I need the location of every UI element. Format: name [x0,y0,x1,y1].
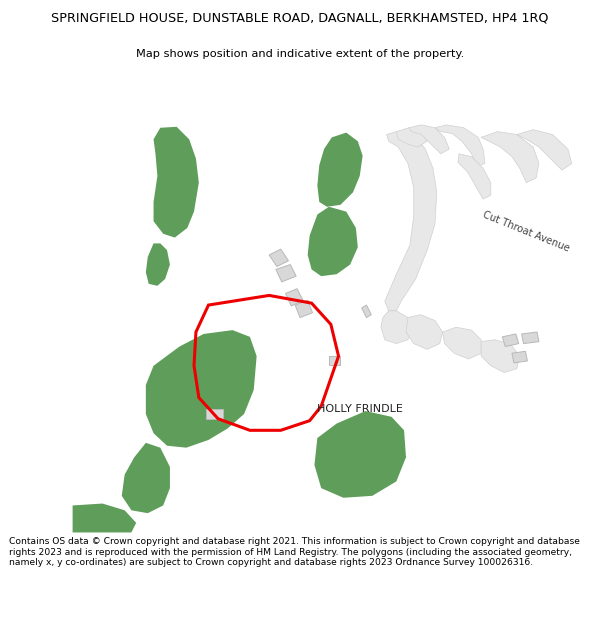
Polygon shape [317,132,362,207]
Polygon shape [435,125,485,166]
Polygon shape [397,127,427,147]
Polygon shape [146,243,170,286]
Polygon shape [409,125,449,154]
Polygon shape [517,129,572,170]
Polygon shape [512,351,527,363]
Text: SPRINGFIELD HOUSE, DUNSTABLE ROAD, DAGNALL, BERKHAMSTED, HP4 1RQ: SPRINGFIELD HOUSE, DUNSTABLE ROAD, DAGNA… [51,11,549,24]
Polygon shape [308,207,358,276]
Text: Cut Throat Avenue: Cut Throat Avenue [481,210,571,254]
Polygon shape [269,249,289,266]
Polygon shape [73,504,136,532]
Polygon shape [362,305,371,318]
Polygon shape [458,154,491,199]
Polygon shape [314,411,406,498]
Polygon shape [154,127,199,238]
Polygon shape [406,315,443,349]
Text: Contains OS data © Crown copyright and database right 2021. This information is : Contains OS data © Crown copyright and d… [9,538,580,568]
Polygon shape [276,264,296,282]
Polygon shape [521,332,539,344]
Text: Map shows position and indicative extent of the property.: Map shows position and indicative extent… [136,49,464,59]
Polygon shape [122,443,170,513]
Text: HOLLY FRINDLE: HOLLY FRINDLE [317,404,403,414]
Polygon shape [502,334,519,346]
Polygon shape [381,311,413,344]
Polygon shape [385,132,437,311]
Polygon shape [329,356,340,365]
Polygon shape [295,300,313,318]
Polygon shape [146,330,257,448]
Polygon shape [481,132,539,182]
Polygon shape [286,289,303,306]
Polygon shape [443,328,481,359]
Polygon shape [481,340,520,372]
Polygon shape [206,409,223,419]
